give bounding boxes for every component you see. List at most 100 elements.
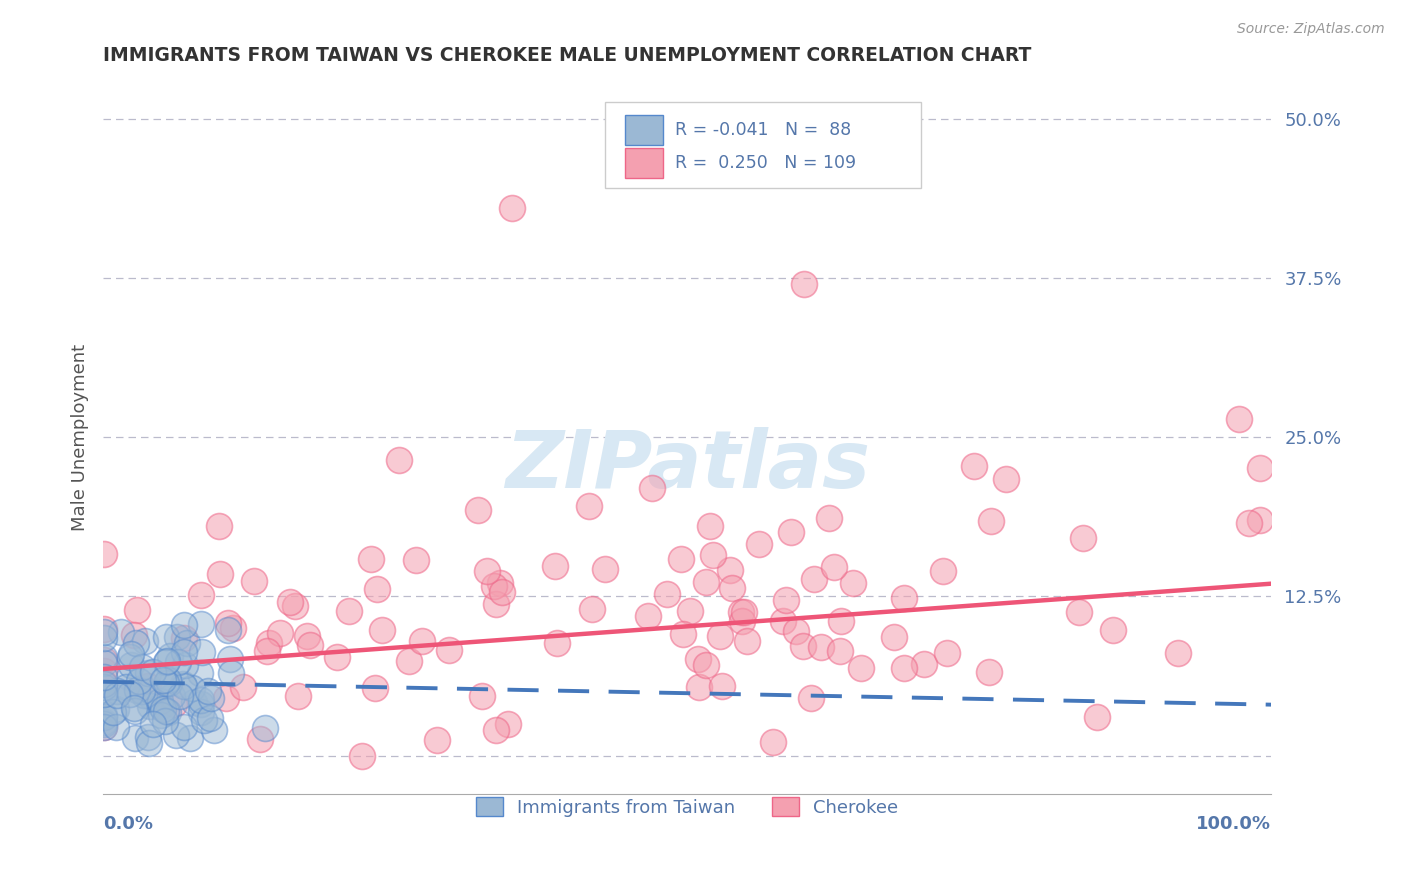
- Bar: [626, 148, 662, 178]
- Point: [793, 277, 815, 292]
- Point: [217, 623, 239, 637]
- Point: [735, 634, 758, 648]
- FancyBboxPatch shape: [606, 102, 921, 187]
- Point: [688, 681, 710, 695]
- Point: [156, 654, 179, 668]
- Point: [190, 692, 212, 706]
- Point: [167, 655, 190, 669]
- Point: [138, 736, 160, 750]
- Point: [360, 552, 382, 566]
- Point: [217, 615, 239, 630]
- Point: [93, 709, 115, 723]
- Point: [979, 665, 1001, 680]
- Point: [733, 605, 755, 619]
- Point: [93, 677, 115, 691]
- Point: [122, 701, 145, 715]
- Point: [841, 575, 863, 590]
- Text: R = -0.041   N =  88: R = -0.041 N = 88: [675, 121, 852, 139]
- Point: [153, 714, 176, 728]
- Point: [243, 574, 266, 588]
- Text: 100.0%: 100.0%: [1197, 815, 1271, 833]
- Point: [284, 599, 307, 613]
- Text: R =  0.250   N = 109: R = 0.250 N = 109: [675, 154, 856, 172]
- Point: [105, 702, 128, 716]
- Point: [669, 552, 692, 566]
- Point: [546, 636, 568, 650]
- Point: [131, 660, 153, 674]
- Point: [160, 689, 183, 703]
- Point: [893, 661, 915, 675]
- Point: [219, 651, 242, 665]
- Point: [200, 691, 222, 706]
- Point: [709, 629, 731, 643]
- Point: [655, 587, 678, 601]
- Point: [994, 472, 1017, 486]
- Point: [190, 697, 212, 711]
- Point: [165, 728, 187, 742]
- Point: [115, 680, 138, 694]
- Point: [780, 525, 803, 540]
- Point: [249, 731, 271, 746]
- Point: [295, 629, 318, 643]
- Point: [405, 553, 427, 567]
- Point: [232, 681, 254, 695]
- Point: [93, 664, 115, 678]
- Point: [157, 673, 180, 688]
- Point: [578, 499, 600, 513]
- Point: [157, 675, 180, 690]
- Point: [1071, 531, 1094, 545]
- Point: [352, 748, 374, 763]
- Point: [1237, 516, 1260, 531]
- Point: [830, 614, 852, 628]
- Point: [748, 537, 770, 551]
- Point: [93, 670, 115, 684]
- Point: [157, 705, 180, 719]
- Point: [501, 201, 523, 215]
- Point: [131, 683, 153, 698]
- Text: 0.0%: 0.0%: [103, 815, 153, 833]
- Point: [117, 670, 139, 684]
- Point: [173, 720, 195, 734]
- Point: [688, 652, 710, 666]
- Point: [1167, 646, 1189, 660]
- Point: [155, 704, 177, 718]
- Point: [936, 646, 959, 660]
- Point: [398, 654, 420, 668]
- Point: [105, 688, 128, 702]
- Point: [219, 665, 242, 680]
- Point: [179, 731, 201, 745]
- Point: [124, 704, 146, 718]
- Point: [883, 630, 905, 644]
- Point: [173, 680, 195, 694]
- Point: [120, 657, 142, 672]
- Point: [720, 581, 742, 595]
- Point: [253, 721, 276, 735]
- Point: [134, 634, 156, 648]
- Point: [215, 690, 238, 705]
- Point: [173, 658, 195, 673]
- Point: [155, 630, 177, 644]
- Point: [803, 572, 825, 586]
- Point: [830, 643, 852, 657]
- Point: [127, 683, 149, 698]
- Point: [93, 622, 115, 636]
- Point: [124, 731, 146, 745]
- Point: [173, 644, 195, 658]
- Point: [207, 518, 229, 533]
- Point: [426, 732, 449, 747]
- Point: [159, 649, 181, 664]
- Point: [193, 713, 215, 727]
- Point: [720, 563, 742, 577]
- Point: [337, 604, 360, 618]
- Point: [222, 621, 245, 635]
- Point: [637, 609, 659, 624]
- Point: [544, 559, 567, 574]
- Text: Source: ZipAtlas.com: Source: ZipAtlas.com: [1237, 22, 1385, 37]
- Text: ZIPatlas: ZIPatlas: [505, 426, 870, 505]
- Point: [785, 624, 807, 638]
- Point: [326, 649, 349, 664]
- Point: [485, 723, 508, 737]
- Point: [699, 519, 721, 533]
- Point: [711, 680, 734, 694]
- Point: [93, 625, 115, 640]
